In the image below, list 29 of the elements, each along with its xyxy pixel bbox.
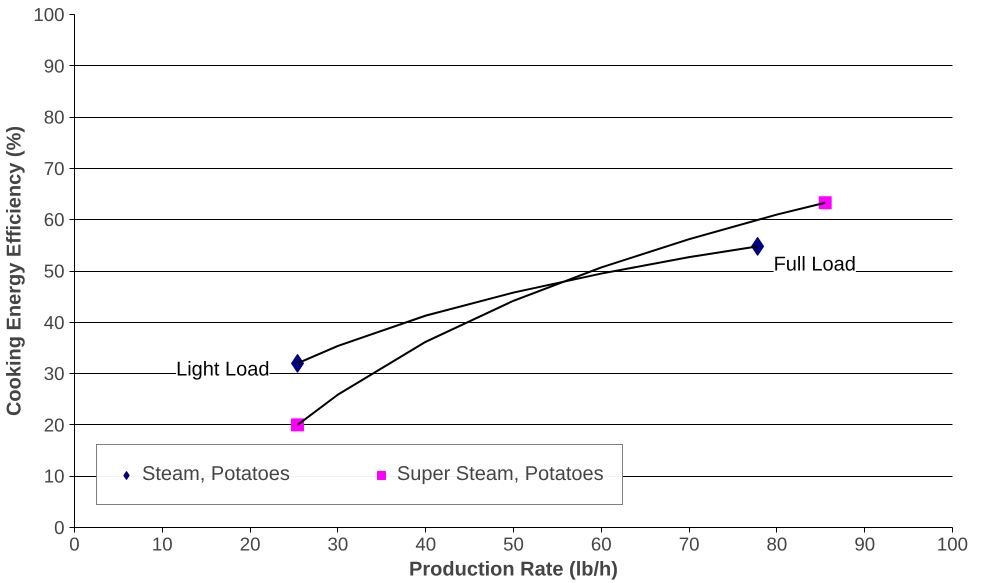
- y-tick-label: 60: [44, 209, 65, 230]
- y-axis-title: Cooking Energy Efficiency (%): [3, 126, 26, 416]
- x-tick-label: 10: [152, 534, 173, 554]
- y-tick-label: 30: [44, 363, 65, 384]
- y-tick-label: 20: [44, 414, 65, 436]
- y-tick-label: 80: [44, 106, 65, 128]
- point: [818, 196, 832, 210]
- x-tick-label: 30: [328, 534, 348, 554]
- annotation: Light Load: [176, 358, 270, 380]
- x-axis-title: Production Rate (lb/h): [409, 558, 618, 580]
- x-tick-label: 40: [415, 534, 436, 554]
- x-tick-label: 100: [936, 534, 968, 554]
- y-tick-label: 70: [44, 158, 65, 179]
- x-tick-label: 80: [766, 534, 788, 554]
- y-tick-label: 50: [44, 260, 65, 282]
- x-tick-label: 90: [854, 534, 876, 554]
- x-tick-label: 50: [503, 534, 524, 554]
- legend-label: Steam, Potatoes: [142, 463, 290, 486]
- y-tick-label: 100: [33, 4, 65, 25]
- x-tick-label: 60: [590, 534, 612, 554]
- y-tick-label: 0: [54, 517, 65, 538]
- y-tick-label: 40: [44, 312, 65, 333]
- x-tick-label: 0: [69, 534, 80, 554]
- legend-label: Super Steam, Potatoes: [396, 463, 604, 486]
- y-tick-label: 90: [44, 55, 65, 76]
- annotation: Full Load: [774, 253, 856, 276]
- y-tick-label: 10: [44, 466, 65, 487]
- x-tick-label: 20: [240, 534, 260, 554]
- x-tick-label: 70: [678, 534, 700, 554]
